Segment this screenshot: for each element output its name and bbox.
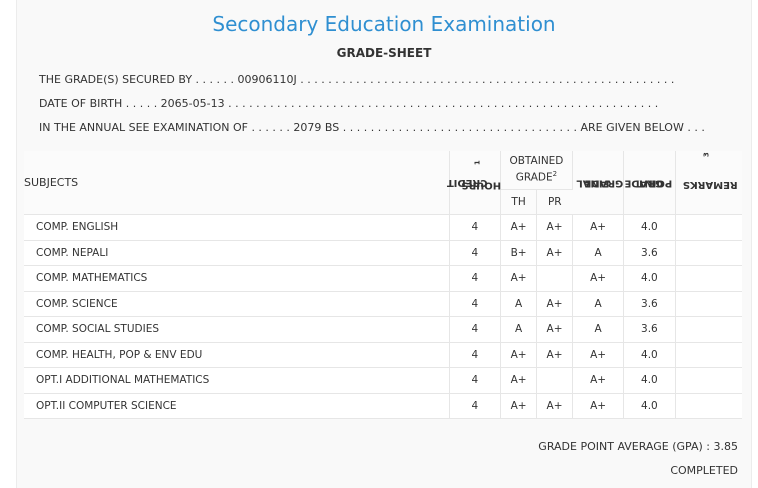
- cell-remarks: [675, 240, 742, 266]
- table-row: COMP. NEPALI 4 B+ A+ A 3.6: [24, 240, 742, 266]
- cell-final: A: [572, 240, 625, 266]
- cell-point: 3.6: [623, 240, 676, 266]
- cell-pr: A+: [536, 342, 573, 368]
- cell-credit: 4: [449, 240, 501, 266]
- cell-remarks: [675, 265, 742, 292]
- cell-subject: COMP. SOCIAL STUDIES: [24, 316, 450, 343]
- cell-point: 4.0: [623, 393, 676, 419]
- cell-credit: 4: [449, 367, 501, 394]
- cell-subject: COMP. MATHEMATICS: [24, 265, 450, 292]
- table-row: COMP. HEALTH, POP & ENV EDU 4 A+ A+ A+ 4.0: [24, 342, 742, 368]
- cell-final: A+: [572, 367, 625, 394]
- cell-pr: A+: [536, 214, 573, 241]
- cell-remarks: [675, 214, 742, 241]
- cell-pr: A+: [536, 316, 573, 343]
- cell-subject: COMP. HEALTH, POP & ENV EDU: [24, 342, 450, 368]
- cell-credit: 4: [449, 265, 501, 292]
- cell-pr: [536, 367, 573, 394]
- status-text: COMPLETED: [670, 464, 738, 477]
- cell-subject: COMP. ENGLISH: [24, 214, 450, 241]
- cell-credit: 4: [449, 316, 501, 343]
- cell-th: A: [500, 316, 538, 343]
- cell-final: A: [572, 291, 625, 317]
- cell-th: A+: [500, 265, 538, 292]
- subjects-header: SUBJECTS: [24, 151, 450, 215]
- credit-hours-header: CREDIT HOURS1: [447, 151, 502, 215]
- pr-header: PR: [536, 189, 573, 215]
- cell-pr: A+: [536, 240, 573, 266]
- cell-th: A+: [500, 393, 538, 419]
- cell-final: A+: [572, 214, 625, 241]
- obtained-grade-header: OBTAINED GRADE2: [500, 151, 573, 190]
- table-row: COMP. SOCIAL STUDIES 4 A A+ A 3.6: [24, 316, 742, 343]
- remarks-header: REMARKS3: [675, 151, 742, 215]
- cell-final: A+: [572, 393, 625, 419]
- cell-th: A+: [500, 367, 538, 394]
- cell-th: B+: [500, 240, 538, 266]
- cell-final: A+: [572, 265, 625, 292]
- cell-remarks: [675, 342, 742, 368]
- cell-point: 4.0: [623, 367, 676, 394]
- gpa-summary: GRADE POINT AVERAGE (GPA) : 3.85: [538, 440, 738, 453]
- page-subtitle: GRADE-SHEET: [336, 46, 432, 60]
- cell-subject: COMP. NEPALI: [24, 240, 450, 266]
- exam-line: IN THE ANNUAL SEE EXAMINATION OF . . . .…: [39, 121, 705, 134]
- cell-final: A+: [572, 342, 625, 368]
- cell-point: 3.6: [623, 316, 676, 343]
- final-grade-header: FINAL GRADE: [572, 151, 625, 215]
- cell-point: 4.0: [623, 265, 676, 292]
- page-title: Secondary Education Examination: [212, 12, 556, 36]
- cell-point: 3.6: [623, 291, 676, 317]
- cell-point: 4.0: [623, 342, 676, 368]
- cell-remarks: [675, 291, 742, 317]
- th-header: TH: [500, 189, 538, 215]
- table-row: COMP. SCIENCE 4 A A+ A 3.6: [24, 291, 742, 317]
- cell-subject: OPT.II COMPUTER SCIENCE: [24, 393, 450, 419]
- cell-point: 4.0: [623, 214, 676, 241]
- cell-remarks: [675, 316, 742, 343]
- table-row: OPT.I ADDITIONAL MATHEMATICS 4 A+ A+ 4.0: [24, 367, 742, 394]
- cell-remarks: [675, 367, 742, 394]
- cell-th: A: [500, 291, 538, 317]
- grade-sheet: Secondary Education Examination GRADE-SH…: [16, 0, 752, 488]
- cell-pr: [536, 265, 573, 292]
- cell-credit: 4: [449, 214, 501, 241]
- grades-table: SUBJECTS CREDIT HOURS1 OBTAINED GRADE2 FIN…: [24, 151, 742, 419]
- cell-th: A+: [500, 214, 538, 241]
- cell-credit: 4: [449, 342, 501, 368]
- table-row: COMP. MATHEMATICS 4 A+ A+ 4.0: [24, 265, 742, 292]
- table-row: OPT.II COMPUTER SCIENCE 4 A+ A+ A+ 4.0: [24, 393, 742, 419]
- cell-credit: 4: [449, 393, 501, 419]
- grade-point-header: GRADE POINT: [623, 151, 676, 215]
- cell-credit: 4: [449, 291, 501, 317]
- cell-final: A: [572, 316, 625, 343]
- cell-th: A+: [500, 342, 538, 368]
- cell-pr: A+: [536, 393, 573, 419]
- cell-subject: COMP. SCIENCE: [24, 291, 450, 317]
- table-row: COMP. ENGLISH 4 A+ A+ A+ 4.0: [24, 214, 742, 241]
- cell-pr: A+: [536, 291, 573, 317]
- date-of-birth-line: DATE OF BIRTH . . . . . 2065-05-13 . . .…: [39, 97, 659, 110]
- cell-subject: OPT.I ADDITIONAL MATHEMATICS: [24, 367, 450, 394]
- secured-by-line: THE GRADE(S) SECURED BY . . . . . . 0090…: [39, 73, 675, 86]
- cell-remarks: [675, 393, 742, 419]
